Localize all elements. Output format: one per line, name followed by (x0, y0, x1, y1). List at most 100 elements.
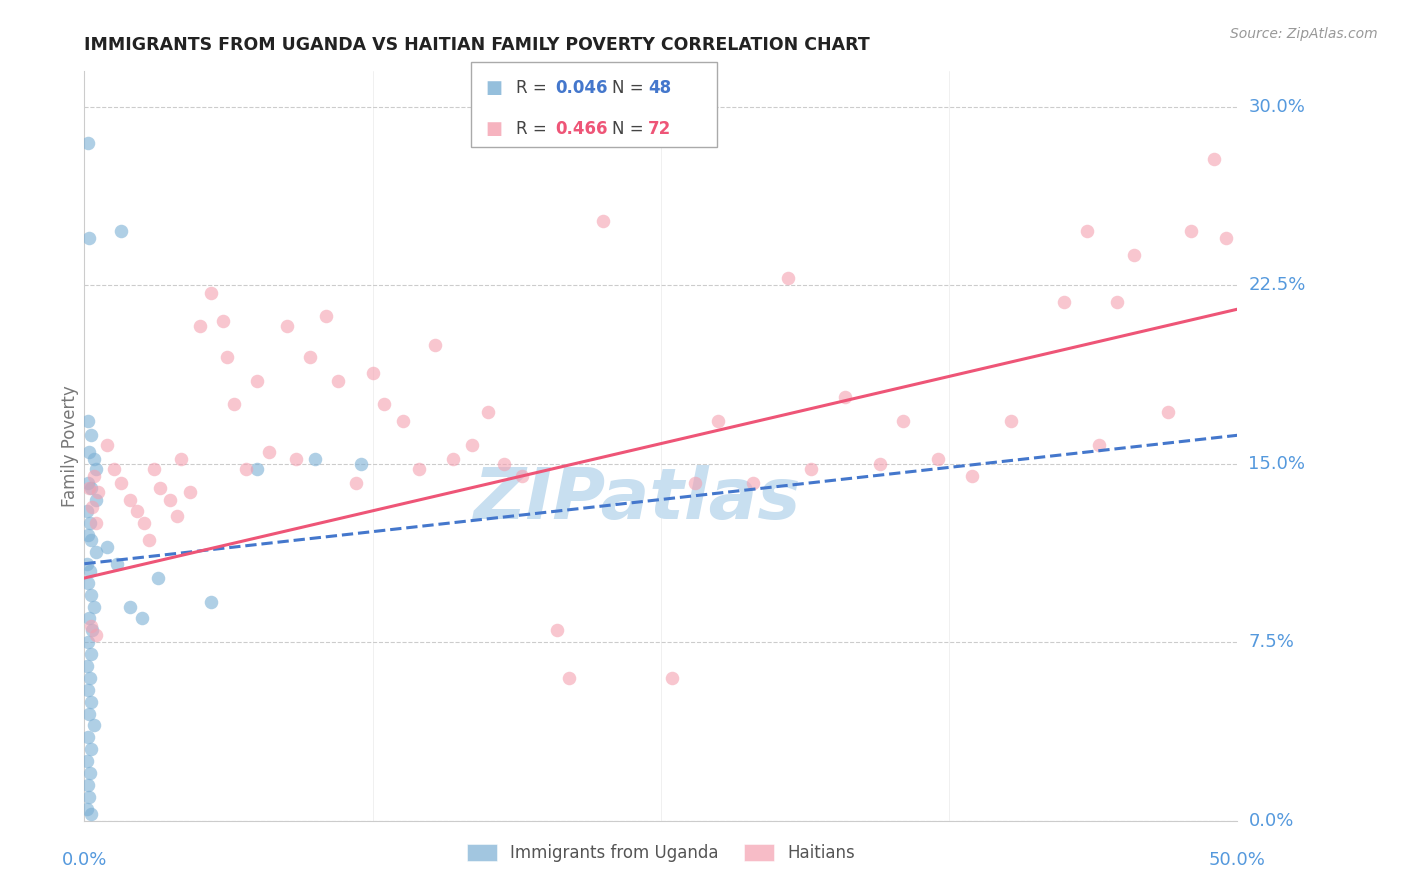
Point (1204, 153, 1226, 167)
Point (82, 624, 104, 638)
Point (224, 397, 246, 411)
Text: 0.0%: 0.0% (62, 851, 107, 869)
Y-axis label: Family Poverty: Family Poverty (62, 385, 80, 507)
Point (326, 374, 349, 388)
Point (76, 557, 98, 571)
Point (77, 445, 100, 459)
Point (441, 452, 464, 467)
Point (80, 806, 103, 821)
Text: 50.0%: 50.0% (1209, 851, 1265, 869)
Point (105, 557, 128, 571)
Point (423, 338, 446, 352)
Point (391, 414, 413, 428)
Point (546, 624, 568, 638)
Point (477, 404, 499, 418)
Point (707, 414, 730, 428)
Text: R =: R = (516, 120, 553, 137)
Point (170, 452, 193, 467)
Point (1076, 224, 1098, 238)
Text: 7.5%: 7.5% (1249, 633, 1295, 651)
Point (84, 492, 107, 507)
Point (80, 695, 103, 709)
Point (76, 528, 98, 542)
Point (110, 224, 132, 238)
Point (304, 452, 326, 467)
Point (373, 397, 395, 411)
Point (79, 516, 101, 531)
Point (79, 564, 101, 578)
Point (800, 461, 823, 475)
Point (84, 516, 107, 531)
Point (346, 475, 368, 490)
Point (166, 509, 188, 524)
Point (76, 778, 98, 792)
Point (661, 671, 683, 685)
Point (1157, 404, 1180, 418)
Point (120, 492, 142, 507)
Point (77, 789, 100, 804)
Point (80, 428, 103, 442)
Point (246, 461, 269, 475)
Point (315, 310, 337, 324)
Text: Source: ZipAtlas.com: Source: ZipAtlas.com (1230, 27, 1378, 41)
Point (299, 350, 322, 364)
Point (1107, 295, 1129, 310)
Text: ■: ■ (485, 78, 502, 97)
Point (211, 314, 233, 328)
Point (685, 475, 707, 490)
Text: 48: 48 (648, 78, 671, 97)
Point (200, 285, 222, 300)
Point (80, 618, 103, 632)
Point (80, 647, 103, 661)
Point (1122, 247, 1144, 261)
Text: 0.0%: 0.0% (1249, 812, 1294, 830)
Point (235, 461, 257, 475)
Point (76, 659, 98, 673)
Text: 30.0%: 30.0% (1249, 98, 1305, 116)
Point (84, 461, 107, 475)
Point (1215, 231, 1237, 245)
Text: 15.0%: 15.0% (1249, 455, 1305, 473)
Point (76, 635, 98, 649)
Point (77, 231, 100, 245)
Point (1000, 414, 1022, 428)
Text: R =: R = (516, 78, 553, 97)
Point (76, 414, 98, 428)
Point (492, 457, 515, 471)
Point (76, 731, 98, 745)
Point (188, 318, 211, 333)
Text: N =: N = (612, 78, 648, 97)
Point (80, 588, 103, 602)
Point (80, 742, 103, 756)
Point (257, 445, 280, 459)
Point (246, 374, 269, 388)
Point (120, 599, 142, 614)
Point (76, 754, 98, 768)
Point (76, 504, 98, 518)
Point (83, 452, 105, 467)
Point (408, 461, 430, 475)
Point (110, 475, 132, 490)
Point (869, 457, 891, 471)
Text: 22.5%: 22.5% (1249, 277, 1306, 294)
Point (127, 504, 149, 518)
Point (79, 671, 101, 685)
Point (76, 475, 98, 490)
Point (83, 718, 105, 732)
Point (361, 367, 384, 381)
Point (461, 438, 484, 452)
Point (1088, 438, 1111, 452)
Point (80, 481, 103, 495)
Point (927, 452, 949, 467)
Legend: Immigrants from Uganda, Haitians: Immigrants from Uganda, Haitians (460, 837, 862, 869)
Point (76, 575, 98, 590)
Point (1053, 295, 1076, 310)
Point (77, 611, 100, 625)
Point (76, 802, 98, 816)
Point (960, 468, 983, 483)
Text: ZIPatlas: ZIPatlas (474, 465, 801, 534)
Point (79, 766, 101, 780)
Point (87, 485, 110, 500)
Text: N =: N = (612, 120, 648, 137)
Point (76, 136, 98, 150)
